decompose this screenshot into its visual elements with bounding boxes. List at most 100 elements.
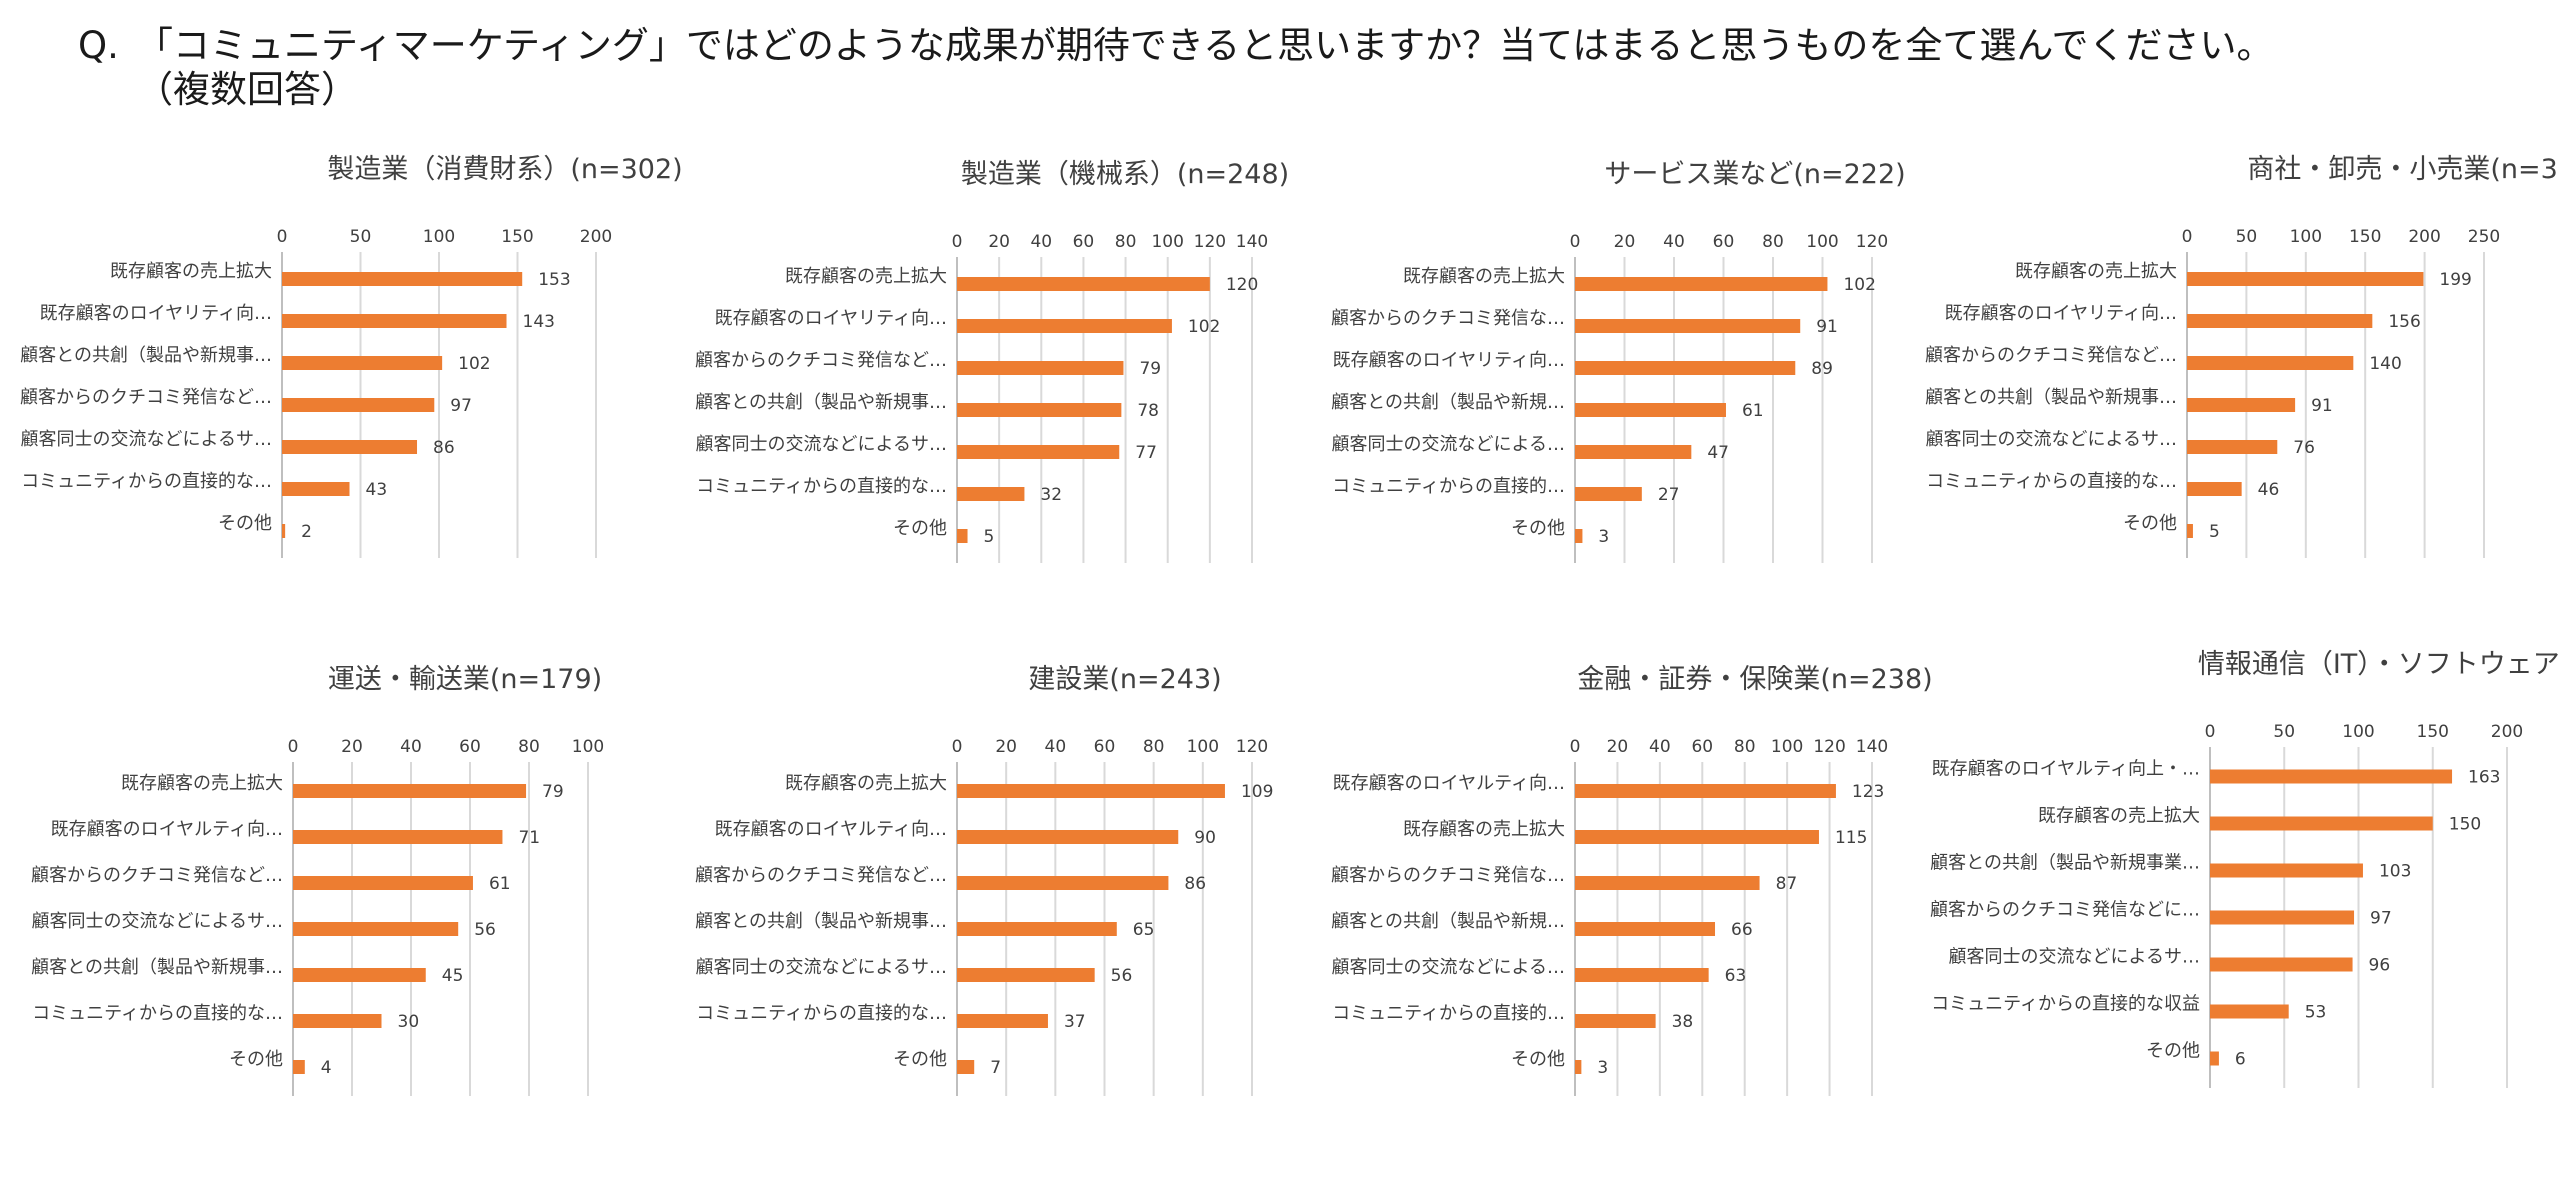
data-label: 56	[474, 920, 496, 940]
chart-6: 金融・証券・保険業(n=238) 0 20 40 60 80 100 120 140 既存顧客のロ…	[1331, 664, 1933, 1096]
bar	[1575, 445, 1692, 459]
tick-label: 50	[2236, 227, 2258, 247]
category-label: 顧客との共創（製品や新規事…	[31, 957, 283, 978]
data-label: 109	[1241, 782, 1273, 802]
chart-title: 商社・卸売・小売業(n=350)	[2247, 154, 2558, 185]
category-label: 既存顧客のロイヤリティ向…	[1945, 303, 2177, 324]
data-label: 87	[1776, 874, 1798, 894]
chart-title: 金融・証券・保険業(n=238)	[1577, 664, 1932, 695]
category-label: 顧客からのクチコミ発信など…	[20, 387, 272, 408]
tick-label: 120	[1813, 737, 1845, 757]
category-label: その他	[218, 513, 272, 534]
category-label: 既存顧客のロイヤリティ向…	[1333, 350, 1565, 371]
tick-label: 100	[2342, 722, 2374, 742]
tick-label: 100	[1806, 232, 1838, 252]
tick-label: 40	[1045, 737, 1067, 757]
bar	[1575, 403, 1726, 417]
data-label: 61	[489, 874, 511, 894]
category-label: 顧客からのクチコミ発信な…	[1331, 308, 1565, 329]
category-label: コミュニティからの直接的な…	[696, 1003, 947, 1024]
tick-label: 100	[2290, 227, 2322, 247]
bar	[957, 876, 1169, 890]
data-label: 143	[523, 312, 555, 332]
bar	[293, 1060, 305, 1074]
bar	[957, 1060, 975, 1074]
tick-label: 100	[1771, 737, 1803, 757]
tick-label: 150	[501, 227, 533, 247]
category-label: 顧客からのクチコミ発信など…	[1925, 345, 2177, 366]
bar	[1575, 487, 1642, 501]
bar	[282, 524, 286, 538]
tick-label: 50	[2273, 722, 2295, 742]
data-label: 90	[1194, 828, 1216, 848]
data-label: 123	[1852, 782, 1884, 802]
bar	[2210, 957, 2353, 972]
category-label: 既存顧客のロイヤルティ向…	[51, 819, 283, 840]
data-label: 115	[1835, 828, 1867, 848]
category-label: 顧客からのクチコミ発信などに…	[1930, 900, 2200, 921]
data-label: 46	[2258, 480, 2280, 500]
tick-label: 120	[1856, 232, 1888, 252]
data-label: 27	[1658, 485, 1680, 505]
tick-label: 120	[1236, 737, 1268, 757]
bar	[957, 487, 1025, 501]
category-label: 顧客との共創（製品や新規…	[1331, 911, 1565, 932]
data-label: 102	[458, 354, 490, 374]
category-label: 顧客からのクチコミ発信な…	[1331, 865, 1565, 886]
tick-label: 60	[1073, 232, 1095, 252]
bar	[2187, 440, 2278, 454]
data-label: 102	[1188, 317, 1220, 337]
category-label: コミュニティからの直接的な…	[1926, 471, 2177, 492]
category-label: 既存顧客の売上拡大	[2038, 806, 2200, 827]
category-label: 既存顧客の売上拡大	[2015, 261, 2177, 282]
tick-label: 80	[1734, 737, 1756, 757]
tick-label: 250	[2468, 227, 2500, 247]
tick-label: 20	[1607, 737, 1629, 757]
data-label: 3	[1598, 527, 1609, 547]
data-label: 66	[1731, 920, 1753, 940]
chart-title: 建設業(n=243)	[1028, 664, 1221, 695]
bar	[957, 830, 1179, 844]
category-label: 顧客同士の交流などによるサ…	[1926, 429, 2177, 450]
bar	[2187, 272, 2424, 286]
data-label: 89	[1811, 359, 1833, 379]
tick-label: 100	[1187, 737, 1219, 757]
data-label: 163	[2468, 768, 2500, 788]
bar	[2187, 314, 2373, 328]
chart-0: 製造業（消費財系）(n=302) 0 50 100 150 200 既存顧客の売上拡大 153…	[20, 154, 683, 558]
tick-label: 200	[580, 227, 612, 247]
bar	[282, 272, 523, 286]
chart-title: サービス業など(n=222)	[1604, 159, 1905, 190]
bar	[2210, 816, 2433, 831]
data-label: 153	[538, 270, 570, 290]
data-label: 97	[2370, 909, 2392, 929]
chart-2: サービス業など(n=222) 0 20 40 60 80 100 120 既存顧客の売上拡大 10…	[1331, 159, 1906, 563]
category-label: 既存顧客のロイヤルティ向…	[1333, 773, 1565, 794]
bar	[957, 529, 968, 543]
data-label: 63	[1725, 966, 1747, 986]
bar	[2210, 769, 2453, 784]
bar	[1575, 361, 1796, 375]
tick-label: 100	[423, 227, 455, 247]
category-label: 既存顧客の売上拡大	[1403, 266, 1565, 287]
category-label: 顧客同士の交流などによるサ…	[32, 911, 283, 932]
bar	[2187, 524, 2193, 538]
category-label: 既存顧客の売上拡大	[121, 773, 283, 794]
tick-label: 0	[1570, 737, 1581, 757]
data-label: 4	[321, 1058, 332, 1078]
tick-label: 60	[1713, 232, 1735, 252]
bar	[293, 1014, 382, 1028]
bar	[293, 968, 426, 982]
data-label: 30	[398, 1012, 420, 1032]
category-label: 既存顧客の売上拡大	[1403, 819, 1565, 840]
bar	[957, 319, 1172, 333]
bar	[2210, 863, 2363, 878]
data-label: 2	[301, 522, 312, 542]
bar	[293, 876, 473, 890]
data-label: 86	[1184, 874, 1206, 894]
bar	[282, 314, 507, 328]
bar	[282, 398, 435, 412]
chart-3: 商社・卸売・小売業(n=350) 0 50 100 150 200 250 既存顧客の売上拡大…	[1925, 154, 2558, 558]
category-label: 顧客との共創（製品や新規…	[1331, 392, 1565, 413]
